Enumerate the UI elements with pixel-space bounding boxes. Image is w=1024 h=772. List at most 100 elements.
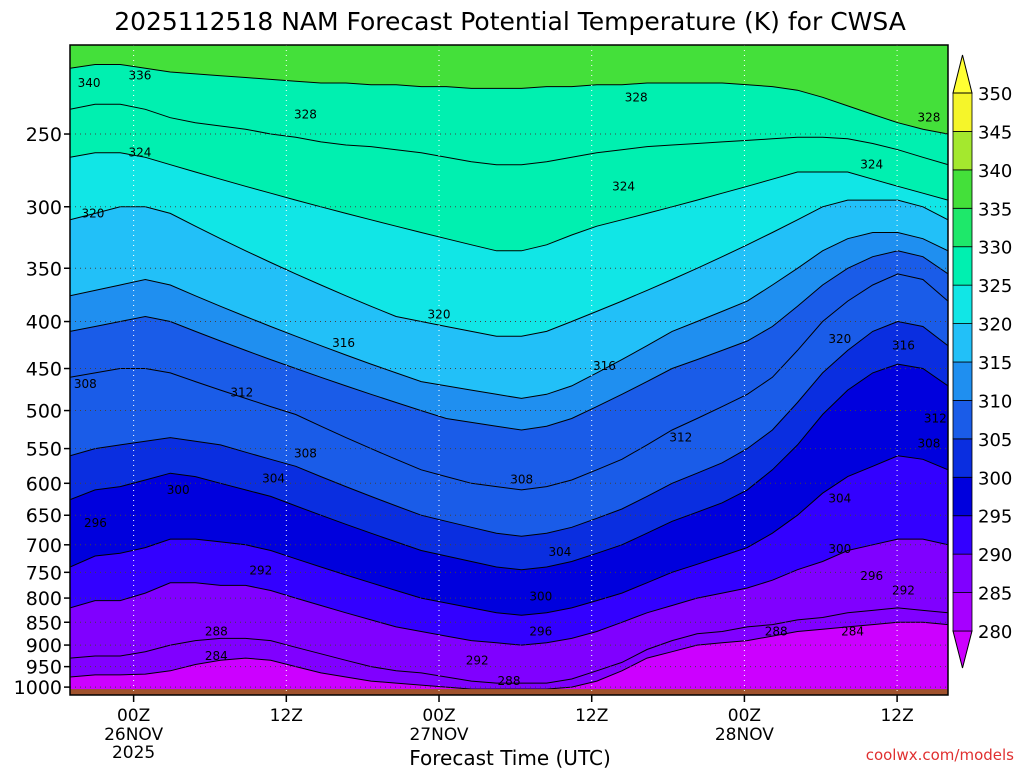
isotherm-296 bbox=[70, 455, 948, 616]
y-tick-label: 750 bbox=[26, 562, 62, 584]
contour-label: 312 bbox=[669, 431, 692, 445]
colorbar-label: 350 bbox=[978, 84, 1012, 105]
contour-label: 288 bbox=[205, 625, 228, 639]
colorbar-segment bbox=[952, 284, 973, 324]
isotherm-288 bbox=[70, 607, 948, 684]
contour-label: 324 bbox=[612, 179, 635, 193]
colorbar-label: 345 bbox=[978, 122, 1012, 143]
contour-label: 284 bbox=[205, 649, 228, 663]
y-tick-label: 550 bbox=[26, 439, 62, 461]
color-bar: 280 285 290 295 300 305 310 315 320 325 330 335 340 3… bbox=[952, 54, 1012, 669]
contour-label: 328 bbox=[917, 111, 940, 125]
contour-label: 304 bbox=[262, 472, 285, 486]
contour-label: 320 bbox=[81, 206, 104, 220]
isotherm-316 bbox=[70, 232, 948, 399]
colorbar-over-triangle bbox=[952, 54, 973, 94]
contour-label: 324 bbox=[860, 158, 883, 172]
band-above-336 bbox=[70, 45, 948, 134]
colorbar-segment bbox=[952, 169, 973, 209]
colorbar-label: 320 bbox=[978, 315, 1012, 336]
contour-label: 296 bbox=[84, 516, 107, 530]
colorbar-segment bbox=[952, 515, 973, 555]
x-tick-hour: 00Z bbox=[728, 706, 761, 726]
colorbar-segment bbox=[952, 553, 973, 593]
contour-label: 324 bbox=[129, 146, 152, 160]
contour-label: 308 bbox=[510, 472, 533, 486]
contour-label: 308 bbox=[294, 447, 317, 461]
colorbar-segment bbox=[952, 131, 973, 171]
contour-label: 304 bbox=[828, 491, 851, 505]
colorbar-segment bbox=[952, 400, 973, 440]
contour-label: 312 bbox=[924, 411, 947, 425]
x-tick-year: 2025 bbox=[112, 743, 155, 763]
colorbar-segment bbox=[952, 438, 973, 478]
y-tick-label: 850 bbox=[26, 612, 62, 634]
contour-label: 336 bbox=[129, 69, 152, 83]
x-tick-date: 26NOV bbox=[104, 725, 163, 745]
y-tick-label: 900 bbox=[26, 635, 62, 657]
contour-label: 316 bbox=[593, 359, 616, 373]
chart-title: 2025112518 NAM Forecast Potential Temper… bbox=[114, 7, 906, 36]
contour-label: 284 bbox=[841, 625, 864, 639]
colorbar-label: 330 bbox=[978, 238, 1012, 259]
y-tick-label: 300 bbox=[26, 197, 62, 219]
colorbar-segment bbox=[952, 476, 973, 517]
contour-label: 320 bbox=[428, 307, 451, 321]
colorbar-under-triangle bbox=[952, 630, 973, 669]
x-tick-hour: 12Z bbox=[575, 706, 608, 726]
y-tick-label: 650 bbox=[26, 505, 62, 527]
contour-label: 300 bbox=[529, 590, 552, 604]
y-tick-label: 400 bbox=[26, 312, 62, 334]
colorbar-segment bbox=[952, 592, 973, 632]
colorbar-label: 295 bbox=[978, 507, 1012, 528]
colorbar-label: 325 bbox=[978, 276, 1012, 297]
contour-label: 292 bbox=[249, 564, 272, 578]
x-tick-hour: 12Z bbox=[270, 706, 303, 726]
colorbar-label: 340 bbox=[978, 161, 1012, 182]
y-tick-label: 250 bbox=[26, 124, 62, 146]
contour-label: 296 bbox=[860, 569, 883, 583]
colorbar-segment bbox=[952, 92, 973, 132]
x-axis-label: Forecast Time (UTC) bbox=[409, 746, 611, 768]
contour-label: 312 bbox=[230, 386, 253, 400]
x-tick-date: 27NOV bbox=[409, 725, 468, 745]
colorbar-label: 280 bbox=[978, 622, 1012, 643]
y-tick-label: 350 bbox=[26, 258, 62, 280]
isotherm-312 bbox=[70, 250, 948, 431]
y-tick-label: 500 bbox=[26, 401, 62, 423]
colorbar-segment bbox=[952, 323, 973, 363]
grid-lines bbox=[70, 45, 948, 695]
contour-label: 292 bbox=[466, 653, 489, 667]
contour-label: 340 bbox=[78, 76, 101, 90]
x-tick-date: 28NOV bbox=[715, 725, 774, 745]
x-tick-hour: 12Z bbox=[880, 706, 913, 726]
contour-label: 288 bbox=[498, 674, 521, 688]
credit-text: coolwx.com/models bbox=[866, 746, 1014, 764]
plot-area bbox=[70, 45, 948, 695]
contour-label: 300 bbox=[828, 542, 851, 556]
terrain-strip bbox=[70, 689, 948, 695]
y-tick-label: 600 bbox=[26, 473, 62, 495]
colorbar-label: 290 bbox=[978, 545, 1012, 566]
isotherm-324 bbox=[70, 152, 948, 252]
colorbar-label: 300 bbox=[978, 468, 1012, 489]
colorbar-label: 310 bbox=[978, 391, 1012, 412]
contour-labels: 340 336 328 324 320 328 324 328 324 320 316 320 316 3… bbox=[74, 69, 947, 688]
isotherm-300 bbox=[70, 363, 948, 571]
y-tick-label: 450 bbox=[26, 359, 62, 381]
isotherm-292 bbox=[70, 538, 948, 646]
contour-label: 316 bbox=[892, 339, 915, 353]
isotherm-320 bbox=[70, 199, 948, 337]
contour-label: 328 bbox=[625, 90, 648, 104]
y-tick-label: 950 bbox=[26, 657, 62, 679]
colorbar-segment bbox=[952, 361, 973, 401]
isotherm-308 bbox=[70, 273, 948, 491]
colorbar-segment bbox=[952, 207, 973, 248]
isotherm-328 bbox=[70, 103, 948, 166]
contour-label: 320 bbox=[828, 332, 851, 346]
plot-frame bbox=[69, 44, 949, 696]
colorbar-label: 305 bbox=[978, 430, 1012, 451]
